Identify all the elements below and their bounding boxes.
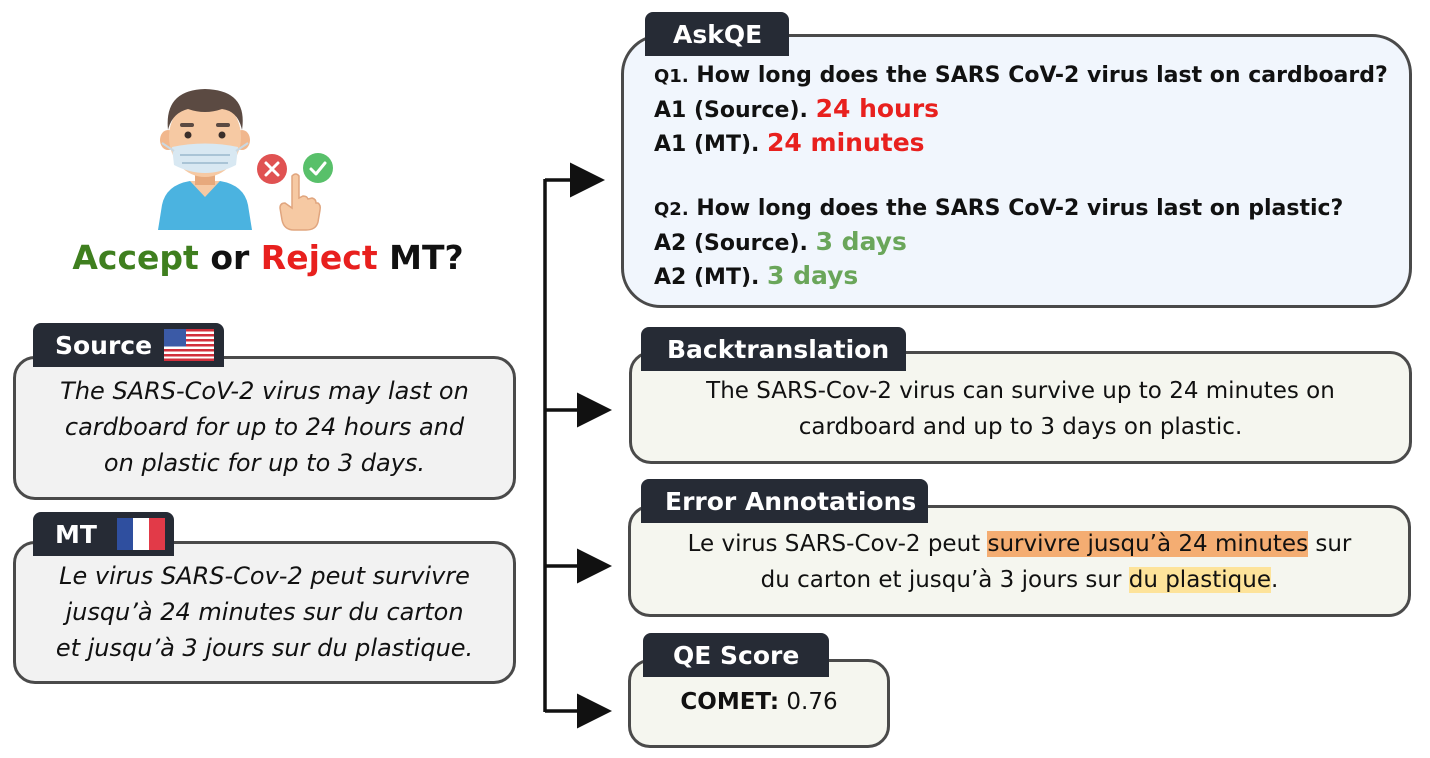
- major-error-span: survivre jusqu’à 24 minutes: [987, 531, 1309, 557]
- backtranslation-tag: Backtranslation: [641, 327, 906, 371]
- source-line-1: The SARS-CoV-2 virus may last on: [60, 377, 469, 405]
- backtranslation-line-2: cardboard and up to 3 days on plastic.: [798, 414, 1243, 440]
- source-tag-label: Source: [55, 330, 153, 360]
- a1-source-answer: 24 hours: [815, 94, 940, 123]
- reject-word: Reject: [260, 238, 378, 277]
- us-flag-icon: [164, 329, 215, 361]
- accept-check-icon: [303, 153, 333, 183]
- a1-mt-answer: 24 minutes: [767, 128, 925, 157]
- mt-tag: MT: [33, 512, 174, 556]
- qe-score-tag-label: QE Score: [673, 640, 800, 670]
- source-line-2: cardboard for up to 24 hours and: [64, 413, 465, 441]
- reject-x-icon: [257, 154, 287, 184]
- error-annotations-text: Le virus SARS-Cov-2 peut survivre jusqu’…: [628, 526, 1411, 598]
- askqe-content: Q1. How long does the SARS CoV-2 virus l…: [654, 60, 1404, 294]
- a1-source-label: A1 (Source).: [654, 98, 808, 123]
- or-word: or: [210, 238, 250, 277]
- q2-line: Q2. How long does the SARS CoV-2 virus l…: [654, 193, 1404, 226]
- a1-mt-line: A1 (MT). 24 minutes: [654, 127, 1404, 161]
- comet-value: 0.76: [786, 689, 838, 715]
- error-line-1: Le virus SARS-Cov-2 peut survivre jusqu’…: [628, 526, 1411, 562]
- a2-mt-answer: 3 days: [767, 261, 859, 290]
- a2-mt-label: A2 (MT).: [654, 265, 760, 290]
- qe-score-value: COMET: 0.76: [628, 684, 890, 720]
- qe-score-tag: QE Score: [643, 633, 829, 677]
- mt-tag-label: MT: [55, 519, 97, 549]
- error-text-period: .: [1271, 567, 1279, 593]
- mt-line-2: jusqu’à 24 minutes sur du carton: [65, 598, 464, 626]
- a2-source-answer: 3 days: [815, 227, 907, 256]
- pointing-hand-icon: [279, 173, 321, 231]
- source-box: [13, 356, 516, 500]
- error-annotations-tag-label: Error Annotations: [665, 486, 917, 516]
- a2-source-label: A2 (Source).: [654, 231, 808, 256]
- backtranslation-text: The SARS-Cov-2 virus can survive up to 2…: [629, 373, 1412, 445]
- q1-text: How long does the SARS CoV-2 virus last …: [696, 63, 1388, 88]
- error-annotations-tag: Error Annotations: [641, 479, 928, 523]
- source-line-3: on plastic for up to 3 days.: [103, 449, 426, 477]
- mt-line-1: Le virus SARS-Cov-2 peut survivre: [59, 562, 470, 590]
- error-annotations-box: [628, 505, 1411, 617]
- comet-label: COMET:: [680, 689, 780, 715]
- backtranslation-tag-label: Backtranslation: [667, 334, 890, 364]
- error-text-plain: Le virus SARS-Cov-2 peut: [687, 531, 988, 557]
- mt-line-3: et jusqu’à 3 jours sur du plastique.: [55, 634, 474, 662]
- a2-source-line: A2 (Source). 3 days: [654, 226, 1404, 260]
- mt-box: [13, 541, 516, 684]
- a2-mt-line: A2 (MT). 3 days: [654, 260, 1404, 294]
- source-text: The SARS-CoV-2 virus may last on cardboa…: [13, 373, 516, 481]
- a1-mt-label: A1 (MT).: [654, 132, 760, 157]
- q1-prefix: Q1.: [654, 66, 689, 87]
- q2-prefix: Q2.: [654, 199, 689, 220]
- accept-word: Accept: [72, 238, 199, 277]
- mt-text: Le virus SARS-Cov-2 peut survivre jusqu’…: [13, 558, 516, 666]
- source-tag: Source: [33, 323, 224, 367]
- askqe-box: [621, 34, 1412, 308]
- error-line-2: du carton et jusqu’à 3 jours sur du plas…: [628, 562, 1411, 598]
- q2-text: How long does the SARS CoV-2 virus last …: [696, 196, 1344, 221]
- askqe-tag: AskQE: [645, 12, 789, 56]
- decision-question: Accept or Reject MT?: [0, 238, 536, 277]
- error-text-plain-3: du carton et jusqu’à 3 jours sur: [760, 567, 1129, 593]
- minor-error-span: du plastique: [1128, 567, 1272, 593]
- askqe-tag-label: AskQE: [673, 19, 763, 49]
- mt-word: MT?: [389, 238, 464, 277]
- error-text-plain-2: sur: [1308, 531, 1352, 557]
- backtranslation-line-1: The SARS-Cov-2 virus can survive up to 2…: [706, 378, 1335, 404]
- q1-line: Q1. How long does the SARS CoV-2 virus l…: [654, 60, 1404, 93]
- masked-person-icon: [158, 89, 252, 230]
- a1-source-line: A1 (Source). 24 hours: [654, 93, 1404, 127]
- france-flag-icon: [116, 518, 165, 550]
